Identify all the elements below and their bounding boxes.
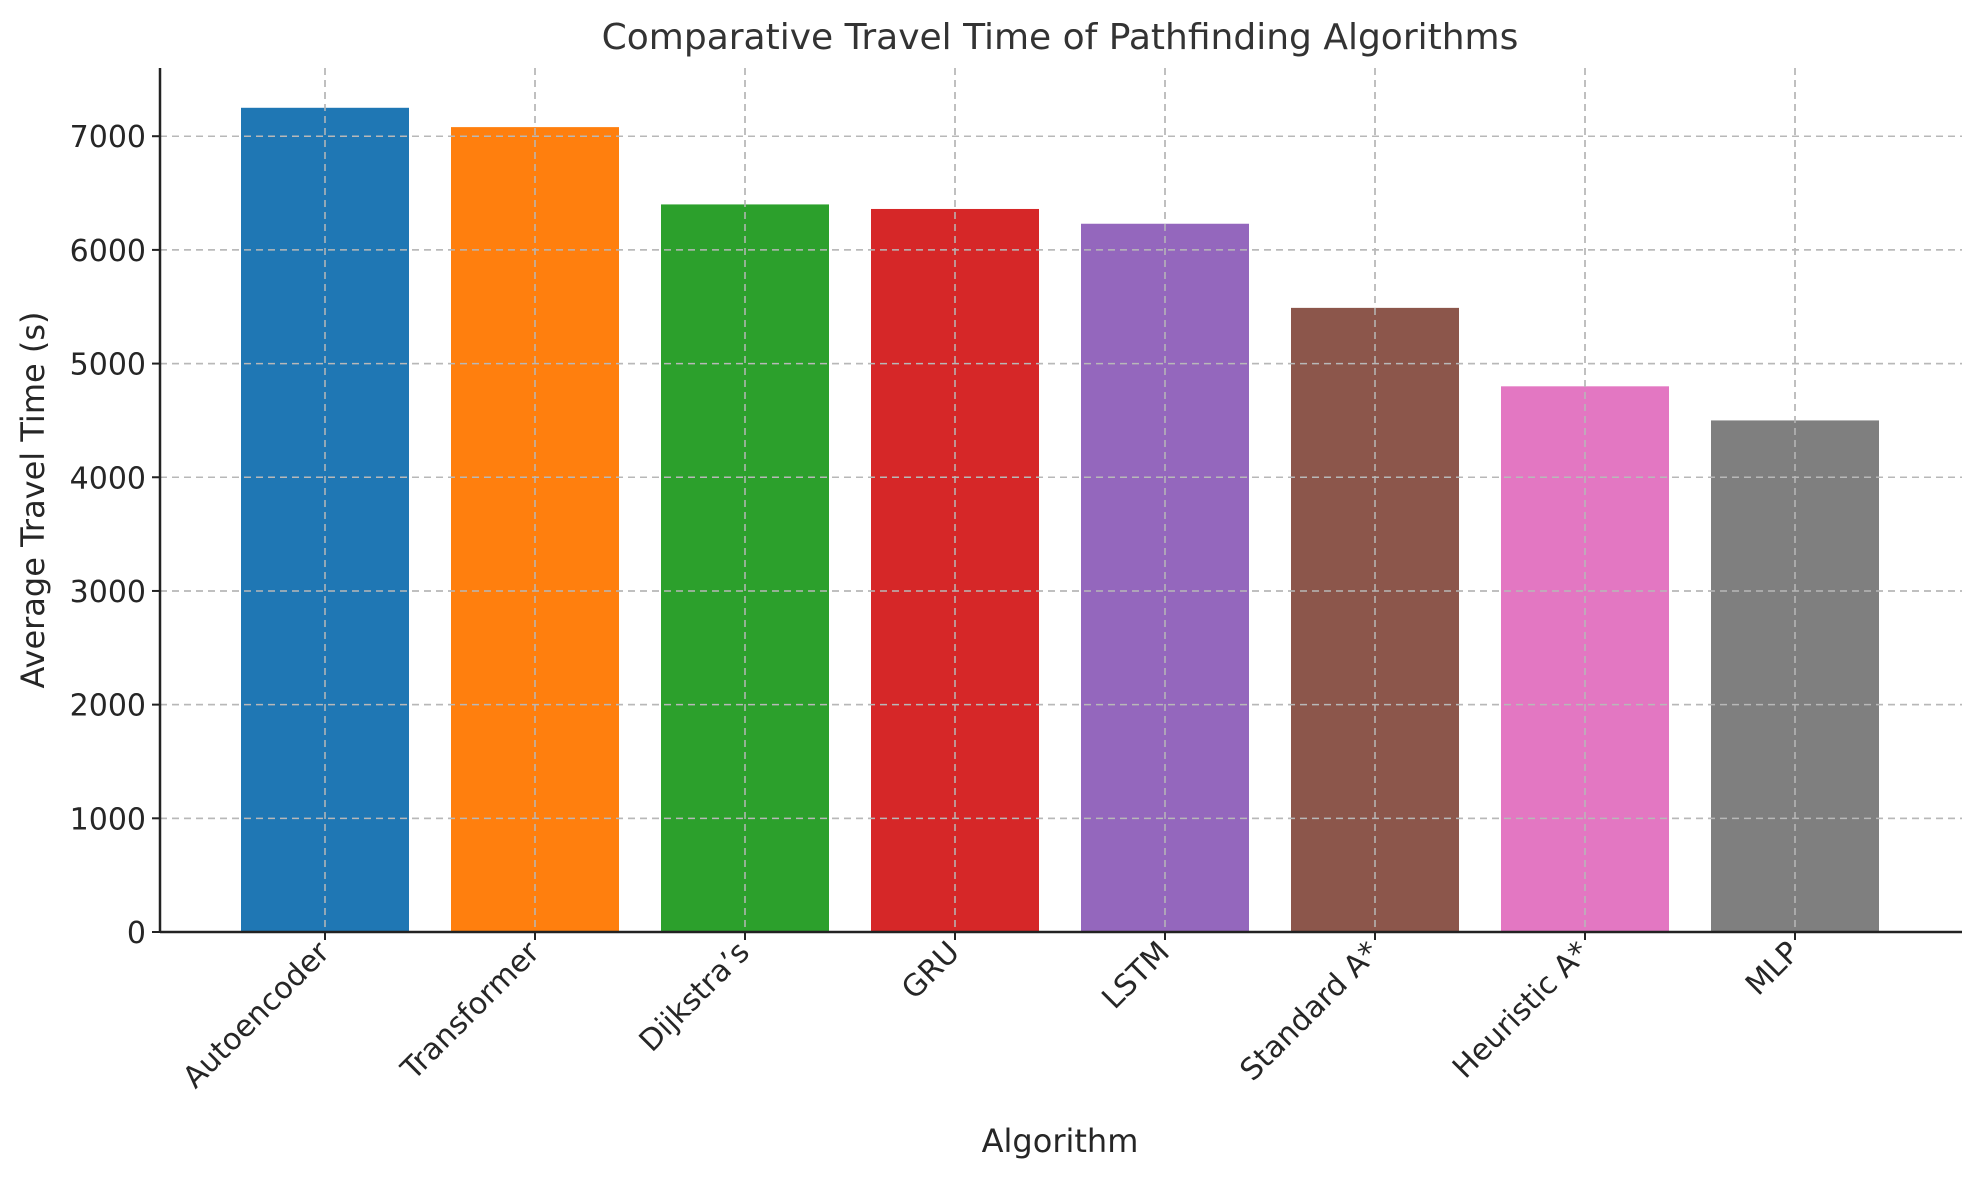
bar-mlp — [1711, 420, 1879, 932]
y-tick-label: 4000 — [70, 461, 146, 496]
x-axis-label: Algorithm — [982, 1122, 1139, 1160]
y-tick-label: 6000 — [70, 234, 146, 269]
bar-gru — [871, 208, 1039, 933]
axes-layer — [158, 68, 1962, 934]
x-tick-label: Standard A* — [1234, 935, 1387, 1088]
bars-layer — [241, 107, 1879, 933]
bar-autoencoder — [241, 107, 409, 932]
chart-title: Comparative Travel Time of Pathfinding A… — [602, 17, 1519, 58]
y-tick-label: 7000 — [70, 120, 146, 155]
y-tick-label: 0 — [127, 916, 146, 951]
x-tick-label: GRU — [895, 935, 966, 1006]
y-tick-label: 5000 — [70, 348, 146, 383]
y-tick-label: 1000 — [70, 802, 146, 837]
y-tick-label: 3000 — [70, 575, 146, 610]
x-tick-label: MLP — [1739, 935, 1807, 1003]
x-tick-label: LSTM — [1095, 935, 1176, 1016]
x-tick-label: Heuristic A* — [1446, 935, 1597, 1086]
grid-layer — [160, 68, 1962, 933]
x-tick-label: Dijkstra’s — [633, 935, 757, 1059]
x-tick-label: Autoencoder — [176, 934, 337, 1095]
x-tick-label: Transformer — [394, 934, 547, 1087]
y-tick-label: 2000 — [70, 689, 146, 724]
y-axis-label: Average Travel Time (s) — [14, 312, 52, 689]
